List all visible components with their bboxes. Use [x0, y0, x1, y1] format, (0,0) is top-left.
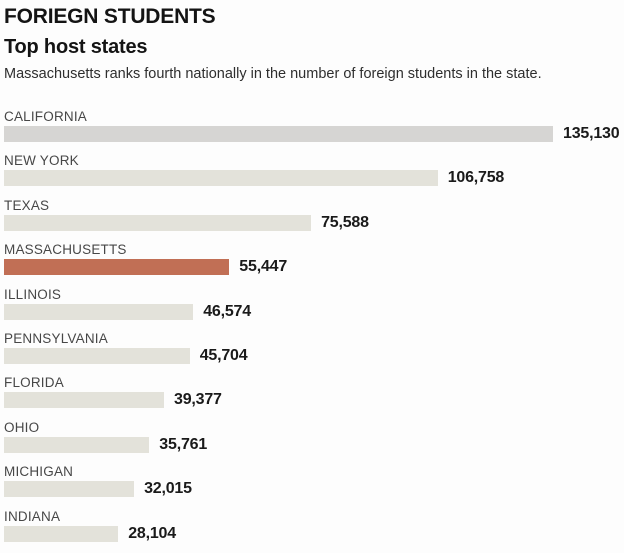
- bar: [4, 170, 438, 187]
- chart-title: Top host states: [4, 36, 148, 58]
- bar-track: 106,758: [4, 169, 620, 187]
- bar: [4, 525, 119, 542]
- chart-description: Massachusetts ranks fourth nationally in…: [4, 66, 542, 82]
- bar-row: OHIO 35,761: [4, 420, 620, 464]
- bar-row: MICHIGAN 32,015: [4, 464, 620, 508]
- value-label: 75,588: [321, 213, 369, 231]
- state-label: FLORIDA: [4, 375, 64, 391]
- value-label: 28,104: [128, 524, 176, 542]
- bar: [4, 303, 194, 320]
- bar-track: 28,104: [4, 524, 620, 542]
- value-label: 135,130: [563, 125, 620, 142]
- state-label: OHIO: [4, 419, 40, 435]
- value-label: 39,377: [174, 391, 222, 409]
- bar: [4, 126, 553, 142]
- state-label: TEXAS: [4, 197, 50, 213]
- bar-track: 46,574: [4, 302, 620, 320]
- state-label: CALIFORNIA: [4, 109, 88, 124]
- bar-track: 45,704: [4, 346, 620, 364]
- value-label: 45,704: [199, 346, 248, 364]
- bar-row: MASSACHUSETTS 55,447: [4, 242, 620, 286]
- bar-track: 39,377: [4, 391, 620, 409]
- value-label: 46,574: [203, 302, 251, 320]
- state-label: PENNSYLVANIA: [4, 330, 108, 346]
- bar-row: CALIFORNIA 135,130: [4, 109, 620, 153]
- state-label: ILLINOIS: [4, 286, 62, 302]
- bar: [4, 392, 164, 409]
- value-label: 35,761: [159, 435, 208, 453]
- bar-row: INDIANA 28,104: [4, 509, 620, 553]
- state-label: NEW YORK: [4, 153, 79, 169]
- bar-track: 135,130: [4, 125, 620, 142]
- bar: [4, 347, 190, 364]
- value-label: 106,758: [447, 169, 505, 187]
- value-label: 32,015: [144, 480, 192, 498]
- state-label: INDIANA: [4, 508, 61, 524]
- state-label: MASSACHUSETTS: [4, 242, 127, 258]
- chart-kicker: FORIEGN STUDENTS: [4, 5, 216, 28]
- bar-track: 55,447: [4, 258, 620, 276]
- bar-track: 75,588: [4, 213, 620, 231]
- bar: [4, 259, 230, 276]
- bar-row: ILLINOIS 46,574: [4, 287, 620, 331]
- bar-track: 35,761: [4, 435, 620, 453]
- value-label: 55,447: [239, 258, 288, 276]
- bar-row: PENNSYLVANIA 45,704: [4, 331, 620, 375]
- bar-chart: CALIFORNIA 135,130 NEW YORK 106,758 TEXA…: [4, 109, 620, 553]
- bar-track: 32,015: [4, 480, 620, 498]
- bar: [4, 481, 135, 498]
- bar: [4, 436, 150, 453]
- bar-row: TEXAS 75,588: [4, 198, 620, 242]
- state-label: MICHIGAN: [4, 464, 74, 480]
- bar-row: NEW YORK 106,758: [4, 153, 620, 197]
- bar-row: FLORIDA 39,377: [4, 375, 620, 419]
- bar: [4, 214, 312, 231]
